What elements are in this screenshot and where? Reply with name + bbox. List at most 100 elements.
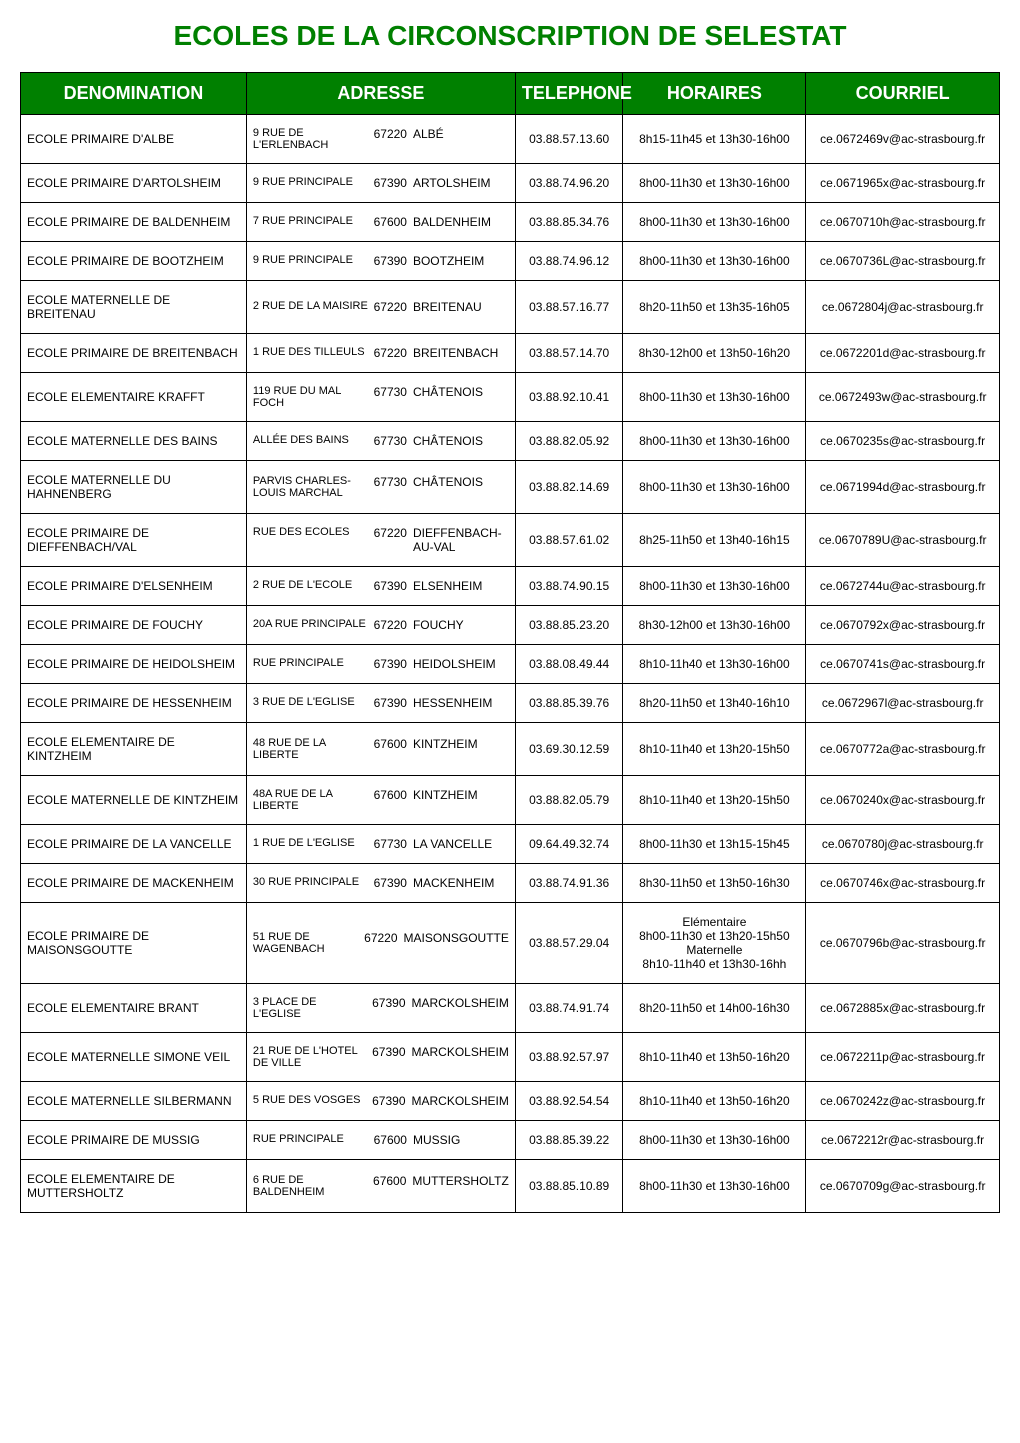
- adresse-postal-code: 67220: [368, 300, 413, 314]
- cell-adresse: RUE DES ECOLES67220DIEFFENBACH-AU-VAL: [246, 514, 515, 567]
- cell-denomination: ECOLE PRIMAIRE DE BREITENBACH: [21, 334, 247, 373]
- table-row: ECOLE PRIMAIRE D'ARTOLSHEIM9 RUE PRINCIP…: [21, 164, 1000, 203]
- adresse-street: RUE PRINCIPALE: [253, 657, 368, 671]
- adresse-city: MARCKOLSHEIM: [412, 1045, 509, 1069]
- cell-horaires: 8h00-11h30 et 13h15-15h45: [623, 825, 806, 864]
- cell-adresse: 9 RUE PRINCIPALE67390BOOTZHEIM: [246, 242, 515, 281]
- cell-telephone: 03.88.74.90.15: [515, 567, 623, 606]
- cell-denomination: ECOLE MATERNELLE DE KINTZHEIM: [21, 776, 247, 825]
- cell-denomination: ECOLE PRIMAIRE DE MUSSIG: [21, 1121, 247, 1160]
- adresse-postal-code: 67600: [368, 737, 413, 761]
- cell-telephone: 03.88.85.39.76: [515, 684, 623, 723]
- cell-telephone: 03.88.85.10.89: [515, 1160, 623, 1213]
- adresse-street: 48A RUE DE LA LIBERTE: [253, 788, 368, 812]
- adresse-city: ARTOLSHEIM: [413, 176, 509, 190]
- cell-denomination: ECOLE ELEMENTAIRE DE MUTTERSHOLTZ: [21, 1160, 247, 1213]
- cell-adresse: 48 RUE DE LA LIBERTE67600KINTZHEIM: [246, 723, 515, 776]
- cell-adresse: 9 RUE PRINCIPALE67390ARTOLSHEIM: [246, 164, 515, 203]
- adresse-city: MUSSIG: [413, 1133, 509, 1147]
- cell-horaires: 8h25-11h50 et 13h40-16h15: [623, 514, 806, 567]
- cell-adresse: PARVIS CHARLES-LOUIS MARCHAL67730CHÂTENO…: [246, 461, 515, 514]
- table-row: ECOLE PRIMAIRE DE HEIDOLSHEIMRUE PRINCIP…: [21, 645, 1000, 684]
- cell-horaires: 8h00-11h30 et 13h30-16h00: [623, 567, 806, 606]
- cell-denomination: ECOLE ELEMENTAIRE BRANT: [21, 984, 247, 1033]
- page-title: ECOLES DE LA CIRCONSCRIPTION DE SELESTAT: [20, 20, 1000, 52]
- cell-denomination: ECOLE PRIMAIRE DE MACKENHEIM: [21, 864, 247, 903]
- adresse-postal-code: 67390: [367, 1094, 412, 1108]
- cell-horaires: 8h30-11h50 et 13h50-16h30: [623, 864, 806, 903]
- header-horaires: HORAIRES: [623, 73, 806, 115]
- adresse-street: 119 RUE DU MAL FOCH: [253, 385, 368, 409]
- adresse-street: 3 PLACE DE L'EGLISE: [253, 996, 367, 1020]
- adresse-street: ALLÉE DES BAINS: [253, 434, 368, 448]
- header-adresse: ADRESSE: [246, 73, 515, 115]
- adresse-street: PARVIS CHARLES-LOUIS MARCHAL: [253, 475, 368, 499]
- cell-denomination: ECOLE MATERNELLE DE BREITENAU: [21, 281, 247, 334]
- cell-telephone: 03.88.85.23.20: [515, 606, 623, 645]
- adresse-postal-code: 67390: [368, 579, 413, 593]
- cell-adresse: 3 PLACE DE L'EGLISE67390MARCKOLSHEIM: [246, 984, 515, 1033]
- cell-horaires: 8h30-12h00 et 13h30-16h00: [623, 606, 806, 645]
- cell-denomination: ECOLE MATERNELLE SILBERMANN: [21, 1082, 247, 1121]
- cell-denomination: ECOLE PRIMAIRE DE HEIDOLSHEIM: [21, 645, 247, 684]
- cell-denomination: ECOLE PRIMAIRE DE MAISONSGOUTTE: [21, 903, 247, 984]
- adresse-city: BREITENAU: [413, 300, 509, 314]
- cell-telephone: 03.88.92.54.54: [515, 1082, 623, 1121]
- cell-adresse: 2 RUE DE L'ECOLE67390ELSENHEIM: [246, 567, 515, 606]
- adresse-street: 9 RUE DE L'ERLENBACH: [253, 127, 368, 151]
- adresse-city: HESSENHEIM: [413, 696, 509, 710]
- adresse-postal-code: 67390: [368, 176, 413, 190]
- table-row: ECOLE PRIMAIRE DE BALDENHEIM7 RUE PRINCI…: [21, 203, 1000, 242]
- adresse-street: 1 RUE DES TILLEULS: [253, 346, 368, 360]
- cell-telephone: 03.88.74.96.20: [515, 164, 623, 203]
- adresse-street: 1 RUE DE L'EGLISE: [253, 837, 368, 851]
- cell-telephone: 03.88.82.14.69: [515, 461, 623, 514]
- cell-courriel: ce.0670789U@ac-strasbourg.fr: [806, 514, 1000, 567]
- cell-adresse: 9 RUE DE L'ERLENBACH67220ALBÉ: [246, 115, 515, 164]
- table-row: ECOLE ELEMENTAIRE DE KINTZHEIM48 RUE DE …: [21, 723, 1000, 776]
- adresse-city: BREITENBACH: [413, 346, 509, 360]
- table-row: ECOLE PRIMAIRE DE MAISONSGOUTTE51 RUE DE…: [21, 903, 1000, 984]
- table-row: ECOLE MATERNELLE DE KINTZHEIM48A RUE DE …: [21, 776, 1000, 825]
- cell-telephone: 03.88.82.05.79: [515, 776, 623, 825]
- cell-adresse: RUE PRINCIPALE67390HEIDOLSHEIM: [246, 645, 515, 684]
- table-row: ECOLE MATERNELLE SIMONE VEIL21 RUE DE L'…: [21, 1033, 1000, 1082]
- cell-horaires: 8h10-11h40 et 13h30-16h00: [623, 645, 806, 684]
- cell-courriel: ce.0672201d@ac-strasbourg.fr: [806, 334, 1000, 373]
- cell-courriel: ce.0670240x@ac-strasbourg.fr: [806, 776, 1000, 825]
- adresse-postal-code: 67390: [368, 876, 413, 890]
- cell-adresse: 5 RUE DES VOSGES67390MARCKOLSHEIM: [246, 1082, 515, 1121]
- cell-courriel: ce.0670772a@ac-strasbourg.fr: [806, 723, 1000, 776]
- adresse-street: 6 RUE DE BALDENHEIM: [253, 1174, 368, 1198]
- cell-telephone: 03.88.74.91.74: [515, 984, 623, 1033]
- cell-horaires: 8h00-11h30 et 13h30-16h00: [623, 1160, 806, 1213]
- adresse-city: BOOTZHEIM: [413, 254, 509, 268]
- cell-denomination: ECOLE PRIMAIRE D'ELSENHEIM: [21, 567, 247, 606]
- cell-horaires: 8h00-11h30 et 13h30-16h00: [623, 1121, 806, 1160]
- cell-denomination: ECOLE PRIMAIRE D'ALBE: [21, 115, 247, 164]
- table-row: ECOLE MATERNELLE SILBERMANN5 RUE DES VOS…: [21, 1082, 1000, 1121]
- cell-adresse: 20A RUE PRINCIPALE67220FOUCHY: [246, 606, 515, 645]
- adresse-street: 21 RUE DE L'HOTEL DE VILLE: [253, 1045, 367, 1069]
- cell-courriel: ce.0670792x@ac-strasbourg.fr: [806, 606, 1000, 645]
- cell-telephone: 03.88.85.34.76: [515, 203, 623, 242]
- cell-adresse: 1 RUE DES TILLEULS67220BREITENBACH: [246, 334, 515, 373]
- cell-telephone: 03.88.82.05.92: [515, 422, 623, 461]
- cell-courriel: ce.0672744u@ac-strasbourg.fr: [806, 567, 1000, 606]
- cell-horaires: 8h10-11h40 et 13h50-16h20: [623, 1033, 806, 1082]
- cell-courriel: ce.0672212r@ac-strasbourg.fr: [806, 1121, 1000, 1160]
- cell-adresse: 21 RUE DE L'HOTEL DE VILLE67390MARCKOLSH…: [246, 1033, 515, 1082]
- adresse-street: 9 RUE PRINCIPALE: [253, 176, 368, 190]
- cell-courriel: ce.0670709g@ac-strasbourg.fr: [806, 1160, 1000, 1213]
- cell-courriel: ce.0672469v@ac-strasbourg.fr: [806, 115, 1000, 164]
- cell-courriel: ce.0672493w@ac-strasbourg.fr: [806, 373, 1000, 422]
- cell-telephone: 03.88.57.16.77: [515, 281, 623, 334]
- adresse-postal-code: 67390: [367, 1045, 412, 1069]
- cell-telephone: 03.88.92.57.97: [515, 1033, 623, 1082]
- adresse-city: ALBÉ: [413, 127, 509, 151]
- cell-denomination: ECOLE ELEMENTAIRE KRAFFT: [21, 373, 247, 422]
- cell-telephone: 03.88.57.29.04: [515, 903, 623, 984]
- cell-adresse: 48A RUE DE LA LIBERTE67600KINTZHEIM: [246, 776, 515, 825]
- adresse-city: DIEFFENBACH-AU-VAL: [413, 526, 509, 554]
- cell-horaires: 8h20-11h50 et 13h35-16h05: [623, 281, 806, 334]
